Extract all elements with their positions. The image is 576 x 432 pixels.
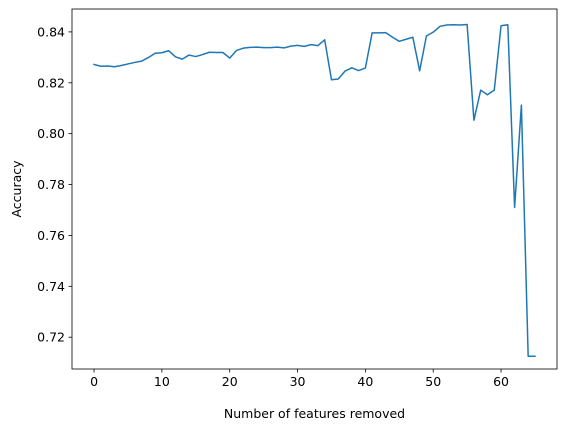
y-tick-label: 0.84 — [37, 24, 65, 39]
x-tick-label: 60 — [493, 374, 509, 389]
y-tick-label: 0.82 — [37, 75, 65, 90]
x-tick-label: 30 — [290, 374, 306, 389]
x-tick-label: 10 — [154, 374, 170, 389]
plot-frame — [71, 8, 558, 370]
series-line — [93, 23, 536, 358]
y-tick-label: 0.74 — [37, 279, 65, 294]
x-tick-label: 0 — [90, 374, 98, 389]
y-tick-label: 0.80 — [37, 126, 65, 141]
y-tick-label: 0.78 — [37, 177, 65, 192]
x-tick-label: 20 — [222, 374, 238, 389]
y-tick-label: 0.76 — [37, 228, 65, 243]
y-tick-label: 0.72 — [37, 330, 65, 345]
x-axis-ticks: 0 10 20 30 40 50 60 — [90, 369, 509, 389]
x-axis-label: Number of features removed — [224, 406, 405, 421]
x-tick-label: 50 — [425, 374, 441, 389]
y-axis-ticks: 0.72 0.74 0.76 0.78 0.80 0.82 0.84 — [37, 24, 72, 345]
y-axis-label: Accuracy — [9, 160, 24, 218]
x-tick-label: 40 — [357, 374, 373, 389]
